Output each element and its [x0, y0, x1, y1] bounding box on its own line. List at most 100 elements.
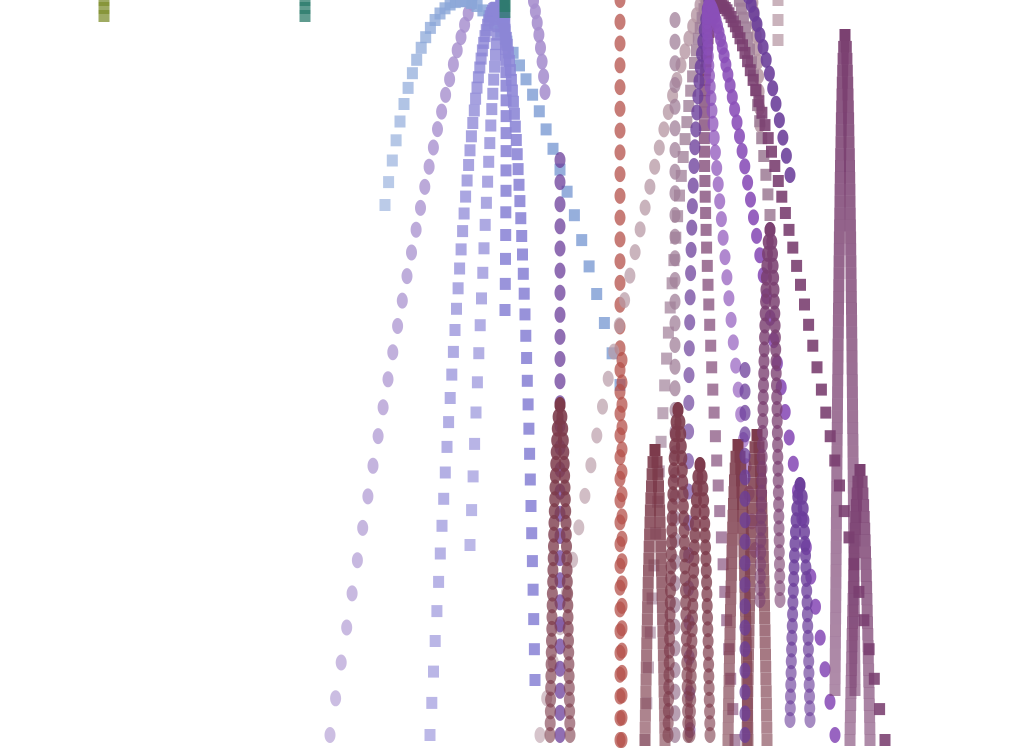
particle-wine [748, 453, 760, 466]
particle-periwinkle [469, 437, 481, 450]
particle-wine [744, 563, 756, 576]
particle-mauve [669, 163, 681, 180]
particle-purple [739, 555, 751, 572]
particle-periwinkle [500, 184, 512, 197]
particle-purple [739, 641, 751, 658]
particle-mauve [687, 70, 699, 83]
particle-plum [830, 612, 842, 625]
particle-plum [843, 148, 855, 161]
particle-lavender [423, 158, 435, 175]
particle-plum [737, 39, 748, 52]
particle-plum [860, 569, 872, 582]
particle-wine [663, 666, 675, 683]
particle-purple [554, 328, 566, 345]
particle-plum [847, 433, 859, 446]
particle-wine [689, 539, 700, 556]
particle-periwinkle [500, 110, 512, 123]
particle-wine [675, 438, 687, 455]
particle-brick [614, 79, 626, 96]
particle-plum [843, 112, 855, 125]
particle-wine [642, 601, 654, 614]
particle-wine [666, 522, 678, 539]
particle-plum [831, 505, 842, 518]
particle-plum [848, 569, 860, 582]
particle-plum [829, 636, 841, 649]
particle-plum [844, 171, 856, 184]
particle-plum [699, 160, 711, 172]
particle-periwinkle [465, 130, 477, 143]
particle-purple [804, 688, 815, 705]
particle-wine [641, 613, 653, 626]
particle-periwinkle [484, 137, 496, 150]
particle-plum [773, 520, 785, 537]
particle-dusty_rose [624, 267, 636, 284]
particle-lavender [536, 53, 548, 70]
particle-plum [755, 520, 767, 537]
particle-mauve [669, 228, 681, 245]
particle-wine [743, 612, 755, 624]
particle-violet [705, 90, 717, 107]
particle-purple [799, 524, 810, 540]
particle-lavender [396, 292, 408, 309]
particle-dusty_rose [644, 178, 656, 195]
particle-dusty_rose [619, 292, 631, 309]
particle-violet [783, 429, 795, 446]
particle-plum [698, 119, 710, 132]
particle-plum [832, 314, 844, 327]
particle-wine [699, 527, 711, 544]
particle-plum [846, 362, 858, 375]
particle-wine [760, 660, 772, 673]
particle-mauve [669, 293, 681, 310]
particle-plum [833, 267, 845, 280]
particle-periwinkle [434, 547, 446, 560]
particle-wine [639, 734, 651, 746]
particle-brick [616, 396, 628, 413]
particle-plum [774, 556, 785, 573]
particle-periwinkle [499, 16, 511, 28]
particle-slate_blue [547, 142, 559, 155]
particle-lavender [444, 71, 456, 88]
particle-plum [772, 484, 784, 501]
particle-plum [845, 675, 857, 688]
particle-purple [739, 619, 751, 636]
particle-plum [758, 377, 769, 394]
particle-plum [715, 531, 727, 544]
particle-mauve [675, 169, 687, 182]
particle-wine [701, 586, 713, 603]
particle-plum [759, 305, 771, 322]
particle-plum [841, 64, 853, 77]
particle-purple [804, 712, 816, 728]
particle-plum [879, 734, 891, 746]
particle-periwinkle [483, 155, 495, 168]
particle-brick [616, 709, 628, 726]
particle-plum [842, 100, 854, 113]
particle-brick [614, 253, 626, 270]
particle-plum [847, 398, 858, 411]
particle-plum [768, 293, 780, 310]
particle-plum [759, 329, 771, 346]
particle-mauve [661, 352, 673, 365]
particle-periwinkle [454, 262, 466, 275]
particle-plum [771, 377, 782, 394]
particle-plum [824, 430, 836, 443]
particle-mauve [669, 120, 681, 137]
particle-slate_blue [554, 163, 566, 176]
particle-purple [739, 662, 751, 679]
particle-purple [739, 426, 751, 443]
particle-dusty_rose [573, 519, 585, 536]
particle-plum [773, 544, 785, 561]
particle-plum [859, 534, 871, 547]
particle-purple [554, 174, 566, 191]
particle-periwinkle [478, 242, 490, 255]
particle-lavender [436, 103, 448, 120]
particle-plum [756, 436, 768, 453]
particle-brick [616, 553, 628, 570]
particle-plum [862, 628, 874, 641]
particle-wine [665, 558, 677, 575]
particle-wine [655, 552, 667, 565]
particle-plum [729, 734, 741, 746]
particle-plum [831, 493, 843, 506]
particle-wine [686, 633, 698, 650]
particle-plum [846, 350, 858, 363]
